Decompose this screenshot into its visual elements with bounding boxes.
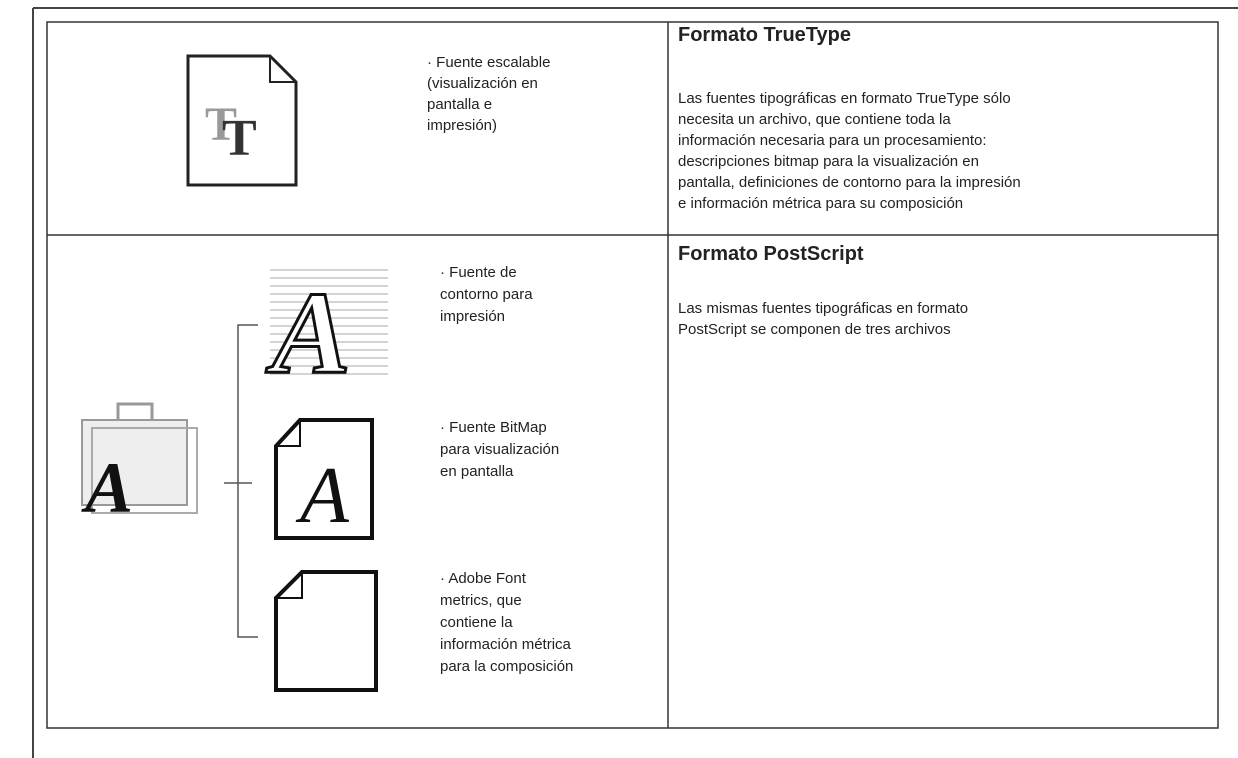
postscript-description: Las mismas fuentes tipográficas en forma…	[678, 298, 968, 340]
text-line: metrics, que	[440, 592, 522, 609]
file-description: · Fuente BitMap para visualización en pa…	[440, 417, 559, 483]
text-line: Las mismas fuentes tipográficas en forma…	[678, 300, 969, 317]
text-line: · Fuente BitMap	[440, 419, 547, 436]
file-description: · Adobe Font metrics, que contiene la in…	[440, 568, 573, 678]
text-line: descripciones bitmap para la visualizaci…	[678, 153, 979, 170]
truetype-description: Las fuentes tipográficas en formato True…	[678, 88, 1021, 214]
text-line: para visualización	[440, 441, 560, 458]
text-line: impresión)	[427, 117, 498, 134]
text-line: pantalla, definiciones de contorno para …	[678, 174, 1021, 191]
text-line: pantalla e	[427, 96, 493, 113]
text-line: contorno para	[440, 286, 533, 303]
text-line: necesita un archivo, que contiene toda l…	[678, 111, 951, 128]
svg-text:A: A	[81, 448, 133, 528]
bitmap-font-icon: A	[274, 418, 374, 540]
text-line: para la composición	[440, 658, 574, 675]
section-title: Formato PostScript	[678, 243, 864, 265]
text-line: e información métrica para su composició…	[678, 195, 964, 212]
text-line: contiene la	[440, 614, 513, 631]
svg-text:T: T	[205, 98, 237, 151]
text-line: · Fuente escalable	[427, 54, 551, 71]
svg-text:A: A	[295, 452, 350, 540]
svg-text:T: T	[222, 110, 257, 167]
section-title: Formato TrueType	[678, 24, 851, 46]
text-line: información métrica	[440, 636, 571, 653]
text-line: (visualización en	[427, 75, 538, 92]
postscript-icon: A	[81, 402, 198, 528]
truetype-icon: T T	[186, 54, 298, 187]
outline-font-icon: A	[264, 266, 388, 400]
text-line: en pantalla	[440, 463, 514, 480]
file-description: · Fuente de contorno para impresión	[440, 262, 533, 328]
text-line: información necesaria para un procesamie…	[678, 132, 987, 149]
svg-text:A: A	[265, 267, 351, 398]
text-line: · Adobe Font	[440, 570, 526, 587]
metrics-icon	[274, 570, 378, 692]
text-line: impresión	[440, 308, 506, 325]
text-line: PostScript se componen de tres archivos	[678, 321, 951, 338]
text-line: · Fuente de	[440, 264, 517, 281]
text-line: Las fuentes tipográficas en formato True…	[678, 90, 1011, 107]
truetype-bullet: · Fuente escalable (visualización en pan…	[427, 52, 550, 136]
